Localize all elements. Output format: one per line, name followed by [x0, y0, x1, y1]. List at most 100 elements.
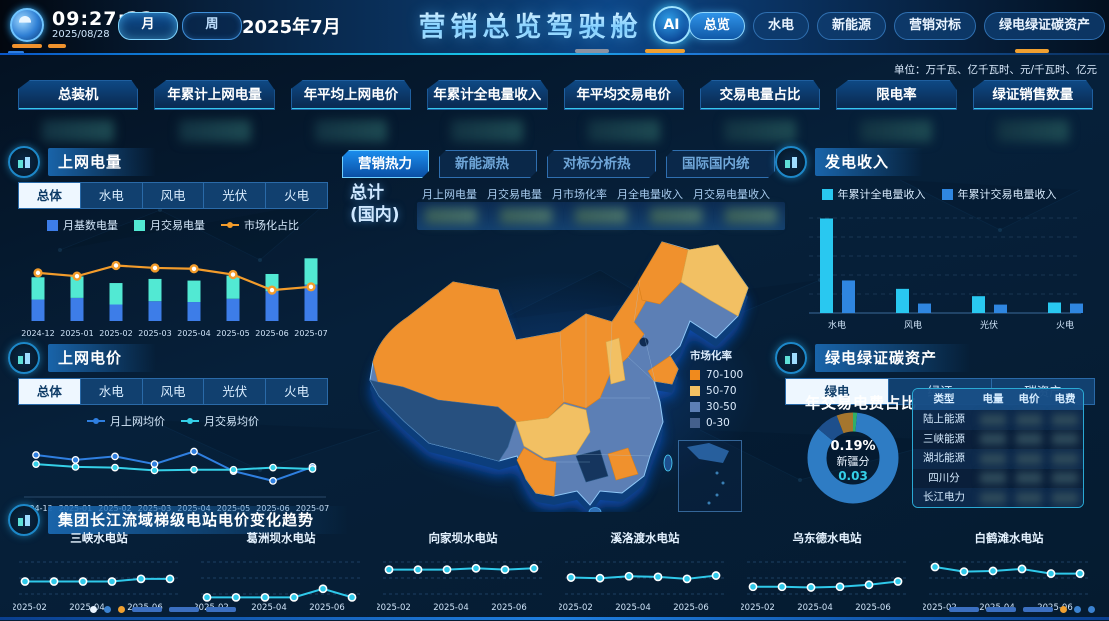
green-table-header-cell: 电费 [1054, 393, 1076, 405]
station-mini-chart[interactable]: 向家坝水电站 2025-02 2025-04 2025-06 [372, 530, 554, 614]
top-nav-item[interactable]: 总览 [688, 12, 745, 40]
energy-tab[interactable]: 水电 [81, 183, 143, 208]
period-button[interactable]: 周 [182, 12, 242, 40]
map-tab[interactable]: 营销热力图 [342, 150, 429, 178]
green-table-value-cell [975, 488, 1011, 507]
table-row: 三峡能源 [913, 429, 1083, 449]
kpi-value-redacted [587, 120, 660, 142]
table-value-redacted [980, 433, 1006, 446]
table-value-redacted [980, 452, 1006, 465]
current-period-label: 2025年7月 [242, 17, 341, 38]
legend-swatch [47, 219, 58, 231]
table-value-redacted [1052, 472, 1078, 485]
svg-text:2025-05: 2025-05 [216, 329, 249, 338]
top-nav-item[interactable]: 绿电绿证碳资产 [983, 12, 1105, 40]
station-mini-charts: 三峡水电站 2025-02 2025-04 2025-06 葛洲坝水电站 2025-02 2… [8, 530, 1103, 614]
svg-text:2025-02: 2025-02 [377, 603, 411, 613]
kpi-label[interactable]: 绿证销售数量 [973, 80, 1093, 110]
period-button[interactable]: 月 [118, 12, 178, 40]
panel-title: 绿电绿证碳资产 [815, 344, 972, 372]
energy-tab[interactable]: 火电 [284, 188, 310, 203]
price-tab[interactable]: 总体 [19, 379, 81, 404]
top-nav-item[interactable]: 水电 [752, 12, 809, 40]
china-choropleth-map[interactable] [342, 212, 774, 512]
table-value-redacted [980, 413, 1006, 426]
legend-item: 年累计全电量收入 [821, 186, 926, 202]
title-block: 营销总览驾驶舱 AI [419, 5, 691, 44]
top-nav-item[interactable]: 新能源 [816, 12, 886, 40]
pagination-left[interactable] [90, 606, 236, 613]
green-table-value-cell [975, 469, 1011, 489]
map-column-label: 月全电量收入 [617, 188, 683, 201]
table-row: 陆上能源 [913, 410, 1083, 430]
table-value-redacted [1052, 491, 1078, 504]
price-tab[interactable]: 风电 [143, 379, 205, 404]
map-total-label: 总计 (国内) [350, 183, 400, 225]
panel-title: 集团长江流域梯级电站电价变化趋势 [48, 506, 349, 534]
kpi-value-redacted [860, 120, 933, 142]
map-column-label: 月交易电量收入 [693, 188, 770, 201]
kpi-label[interactable]: 限电率 [836, 80, 956, 110]
map-tab[interactable]: 对标分析热力图 [547, 150, 656, 178]
kpi-value-redacted [42, 120, 115, 142]
energy-tab[interactable]: 风电 [143, 183, 205, 208]
svg-text:2025-06: 2025-06 [855, 603, 891, 613]
kpi-card: 年平均交易电价 [564, 80, 684, 142]
green-table-value-cell [1011, 449, 1047, 469]
green-table-value-cell [1047, 488, 1083, 507]
svg-text:2025-06: 2025-06 [1037, 603, 1073, 613]
panel-online-energy: 上网电量 总体 水电 风电 光伏 火电 月基数电量 月交易电量 市场化占比 2024-12 2… [8, 146, 338, 338]
kpi-label[interactable]: 交易电量占比 [700, 80, 820, 110]
green-table-value-cell [1011, 469, 1047, 489]
station-mini-chart[interactable]: 乌东德水电站 2025-02 2025-04 2025-06 [736, 530, 918, 614]
kpi-label[interactable]: 年平均上网电价 [291, 80, 411, 110]
kpi-value-redacted [724, 120, 797, 142]
building-chart-icon [8, 504, 40, 536]
energy-tab[interactable]: 光伏 [204, 183, 267, 208]
header-decoration [1015, 49, 1049, 53]
legend-swatch [821, 188, 833, 200]
price-tab[interactable]: 光伏 [204, 379, 267, 404]
map-legend-item: 70-100 [690, 367, 743, 383]
kpi-label[interactable]: 年平均交易电价 [564, 80, 684, 110]
header-decoration [48, 44, 66, 48]
kpi-label[interactable]: 总装机 [18, 80, 138, 110]
map-section: 营销热力图 新能源热力图 对标分析热力图 国际国内统计图 总计 (国内) 月上网电量 月交… [342, 150, 785, 512]
price-tab[interactable]: 水电 [81, 379, 143, 404]
map-tab[interactable]: 新能源热力图 [439, 150, 537, 178]
top-nav-item[interactable]: 营销对标 [893, 12, 976, 40]
svg-text:2024-12: 2024-12 [21, 329, 54, 338]
station-mini-chart[interactable]: 溪洛渡水电站 2025-02 2025-04 2025-06 [554, 530, 736, 614]
green-table-type-cell: 四川分 [928, 471, 960, 484]
map-legend-swatch [690, 386, 700, 396]
svg-text:2025-04: 2025-04 [433, 603, 469, 613]
svg-text:2025-01: 2025-01 [60, 329, 93, 338]
ai-assistant-button[interactable]: AI [652, 5, 691, 44]
legend-item: 月基数电量 [47, 217, 118, 233]
map-legend-item: 50-70 [690, 383, 743, 399]
green-table-type-cell: 长江电力 [923, 491, 965, 503]
green-tab[interactable]: 绿电 [786, 379, 889, 404]
map-legend-swatch [690, 402, 700, 412]
green-table-value-cell [1011, 488, 1047, 507]
map-tab[interactable]: 国际国内统计图 [666, 150, 775, 178]
kpi-row: 总装机 年累计上网电量 年平均上网电价 年累计全电量收入 年平均交易电价 交易电量占比 限电… [18, 80, 1093, 142]
pagination-right[interactable] [949, 606, 1095, 613]
kpi-label[interactable]: 年累计上网电量 [154, 80, 274, 110]
kpi-card: 年平均上网电价 [291, 80, 411, 142]
legend-swatch [134, 219, 145, 231]
svg-text:0.19%: 0.19% [830, 439, 875, 454]
map-value-redacted [425, 208, 477, 224]
kpi-label[interactable]: 年累计全电量收入 [427, 80, 547, 110]
energy-tab[interactable]: 总体 [19, 183, 81, 208]
green-table-body: 陆上能源三峡能源湖北能源四川分长江电力新疆分 [913, 410, 1083, 507]
current-date: 2025/08/28 [52, 29, 110, 40]
price-tab[interactable]: 火电 [284, 384, 310, 399]
